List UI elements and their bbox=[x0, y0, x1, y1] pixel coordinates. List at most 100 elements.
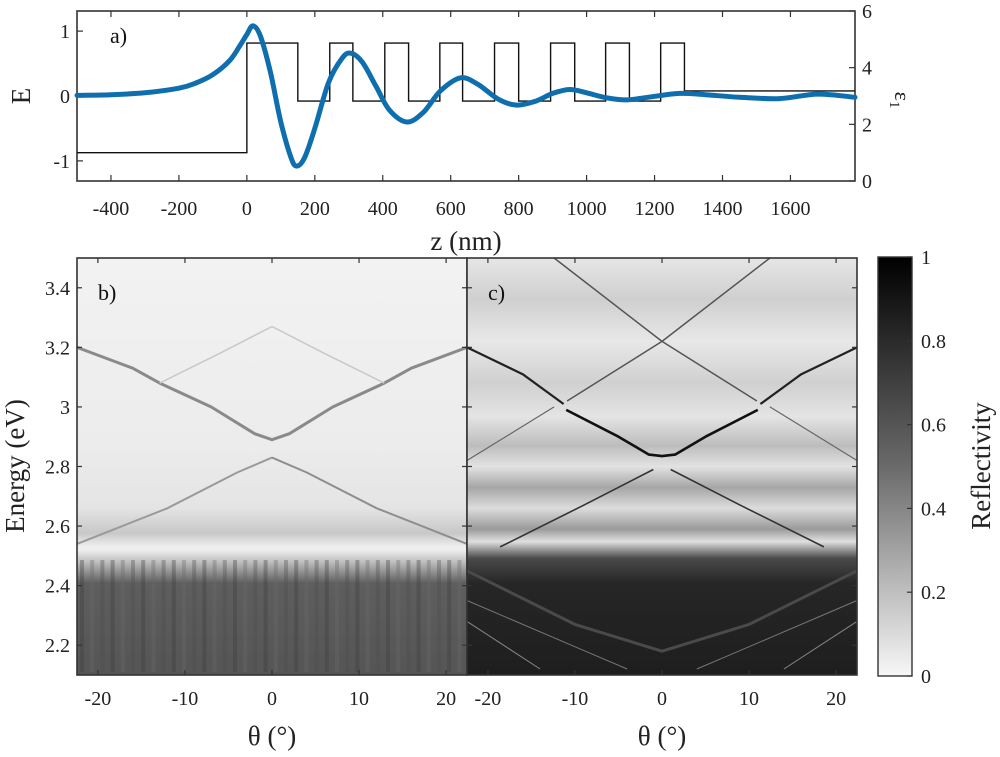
noise-stripe bbox=[263, 560, 268, 672]
band-line bbox=[670, 468, 825, 548]
x-tick-label: 1000 bbox=[567, 198, 607, 220]
x-tick-label: 800 bbox=[504, 198, 534, 220]
x-tick-label: 10 bbox=[739, 688, 759, 710]
colorbar-tick-label: 1 bbox=[921, 247, 931, 269]
y-right-tick-label: 0 bbox=[862, 171, 872, 193]
colorbar-tick-label: 0.2 bbox=[921, 582, 946, 604]
band-line bbox=[466, 600, 628, 670]
noise-stripe bbox=[406, 560, 411, 672]
x-tick-label: 0 bbox=[657, 688, 667, 710]
x-tick-label: 200 bbox=[300, 198, 330, 220]
noise-stripe bbox=[202, 560, 207, 672]
y-tick-label: 2.8 bbox=[45, 457, 70, 479]
panel-c: -20 -10 0 10 20 c) θ (°) bbox=[466, 257, 858, 751]
x-tick-label: 400 bbox=[368, 198, 398, 220]
y-tick-label: 3.4 bbox=[45, 278, 70, 300]
noise-stripe bbox=[396, 560, 401, 672]
noise-stripe bbox=[335, 560, 339, 672]
band-line bbox=[783, 620, 858, 670]
panel-a-ticks: -400 -200 0 200 400 600 800 1000 1200 1400 1600 1 0 -… bbox=[53, 1, 872, 220]
y-right-tick-label: 6 bbox=[862, 1, 872, 23]
epsilon-symbol: ε bbox=[890, 92, 915, 101]
x-tick-label: 20 bbox=[826, 688, 846, 710]
noise-stripe bbox=[375, 560, 380, 672]
colorbar-gradient bbox=[877, 256, 913, 677]
band-line bbox=[76, 456, 273, 545]
panel-b-noise-stripes bbox=[80, 560, 462, 672]
panel-b-bands bbox=[76, 325, 468, 545]
band-line bbox=[466, 569, 858, 653]
noise-stripe bbox=[355, 560, 360, 672]
noise-stripe bbox=[212, 560, 217, 672]
panel-a-label: a) bbox=[110, 23, 127, 48]
x-tick-label: 0 bbox=[267, 688, 277, 710]
field-curve bbox=[74, 23, 858, 169]
band-line bbox=[159, 325, 273, 384]
panel-b-ticks: -20 -10 0 10 20 3.4 3.2 3 2.8 2.6 2.4 2.2 bbox=[45, 258, 467, 710]
noise-stripe bbox=[110, 560, 115, 672]
colorbar: 1 0.8 0.6 0.4 0.2 0 Reflectivity bbox=[877, 247, 996, 688]
noise-stripe bbox=[416, 560, 421, 672]
x-tick-label: 600 bbox=[436, 198, 466, 220]
noise-stripe bbox=[253, 560, 258, 672]
band-line bbox=[466, 620, 541, 670]
y-tick-label: 3 bbox=[60, 397, 70, 419]
colorbar-tick-label: 0.6 bbox=[921, 415, 946, 437]
noise-stripe bbox=[284, 560, 288, 672]
band-line bbox=[466, 406, 555, 462]
band-line bbox=[466, 346, 565, 405]
noise-stripe bbox=[386, 560, 390, 672]
y-tick-label: 1 bbox=[60, 21, 70, 43]
y-tick-label: 3.2 bbox=[45, 337, 70, 359]
x-tick-label: -20 bbox=[85, 688, 112, 710]
band-line bbox=[696, 600, 858, 670]
noise-stripe bbox=[161, 560, 166, 672]
epsilon-subscript: 1 bbox=[886, 101, 902, 109]
colorbar-tick-label: 0 bbox=[921, 666, 931, 688]
noise-stripe bbox=[437, 560, 441, 672]
panel-b-ylabel: Energy (eV) bbox=[0, 399, 30, 533]
x-tick-label: 10 bbox=[349, 688, 369, 710]
x-tick-label: -20 bbox=[475, 688, 502, 710]
x-tick-label: 1600 bbox=[770, 198, 810, 220]
noise-stripe bbox=[90, 560, 95, 672]
panel-b: -20 -10 0 10 20 3.4 3.2 3 2.8 2.6 2.4 2.2 b) Energy… bbox=[0, 257, 468, 751]
noise-stripe bbox=[233, 560, 237, 672]
panel-c-heatmap bbox=[467, 258, 857, 675]
noise-stripe bbox=[192, 560, 197, 672]
noise-stripe bbox=[171, 560, 176, 672]
x-tick-label: 1200 bbox=[635, 198, 675, 220]
noise-stripe bbox=[447, 560, 452, 672]
panel-a: -400 -200 0 200 400 600 800 1000 1200 1400 1600 1 0 -… bbox=[6, 1, 915, 256]
y-right-tick-label: 4 bbox=[862, 58, 872, 80]
colorbar-label: Reflectivity bbox=[966, 402, 996, 530]
panel-b-label: b) bbox=[98, 280, 116, 305]
y-right-tick-label: 2 bbox=[862, 114, 872, 136]
colorbar-tick-label: 0.8 bbox=[921, 331, 946, 353]
panel-a-xlabel: z (nm) bbox=[430, 226, 501, 256]
x-tick-label: -10 bbox=[562, 688, 589, 710]
epsilon-profile-line bbox=[77, 42, 855, 154]
noise-stripe bbox=[324, 560, 329, 672]
band-line bbox=[759, 346, 858, 405]
panel-c-xlabel: θ (°) bbox=[638, 721, 686, 751]
x-tick-label: -400 bbox=[93, 198, 130, 220]
noise-stripe bbox=[304, 560, 309, 672]
y-tick-label: 0 bbox=[60, 86, 70, 108]
colorbar-tick-label: 0.4 bbox=[921, 498, 946, 520]
x-tick-label: -10 bbox=[172, 688, 199, 710]
noise-stripe bbox=[365, 560, 370, 672]
panel-c-bands bbox=[466, 257, 858, 670]
panel-a-ylabel: E bbox=[6, 88, 36, 105]
panel-a-ylabel-right: ε1 bbox=[886, 92, 915, 109]
noise-stripe bbox=[80, 560, 84, 672]
noise-stripe bbox=[182, 560, 186, 672]
panel-c-ticks: -20 -10 0 10 20 bbox=[467, 258, 857, 710]
y-tick-label: 2.4 bbox=[45, 576, 70, 598]
panel-b-heatmap bbox=[77, 258, 467, 675]
noise-stripe bbox=[141, 560, 146, 672]
noise-stripe bbox=[314, 560, 319, 672]
band-line bbox=[499, 468, 654, 548]
band-line bbox=[271, 325, 385, 384]
